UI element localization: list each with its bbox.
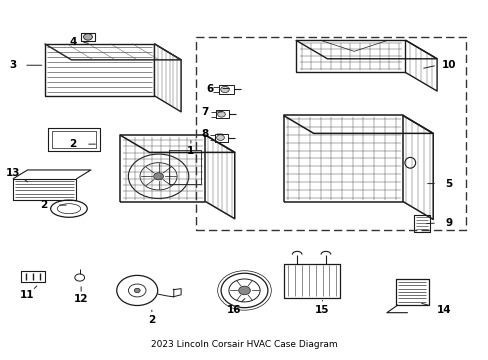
Text: 5: 5 [445,179,452,189]
Text: 2: 2 [148,315,155,325]
Text: 10: 10 [441,60,456,70]
Circle shape [238,286,250,295]
Text: 15: 15 [315,305,329,315]
Text: 12: 12 [74,294,88,304]
Text: 6: 6 [206,84,214,94]
Text: 1: 1 [187,146,194,156]
Text: 7: 7 [201,107,208,117]
Text: 3: 3 [9,60,17,70]
Text: 2: 2 [69,139,76,149]
Text: 4: 4 [69,37,77,47]
Text: 9: 9 [445,218,452,228]
Circle shape [217,112,225,117]
Circle shape [153,173,163,180]
Circle shape [83,34,92,40]
Circle shape [216,135,224,140]
Text: 16: 16 [226,305,241,315]
Text: 13: 13 [6,168,20,178]
Text: 2023 Lincoln Corsair HVAC Case Diagram: 2023 Lincoln Corsair HVAC Case Diagram [151,340,337,349]
Text: 2: 2 [40,200,47,210]
Circle shape [220,86,229,93]
Text: 14: 14 [436,305,451,315]
Text: 8: 8 [201,129,208,139]
Text: 11: 11 [20,291,35,301]
Circle shape [134,288,140,293]
